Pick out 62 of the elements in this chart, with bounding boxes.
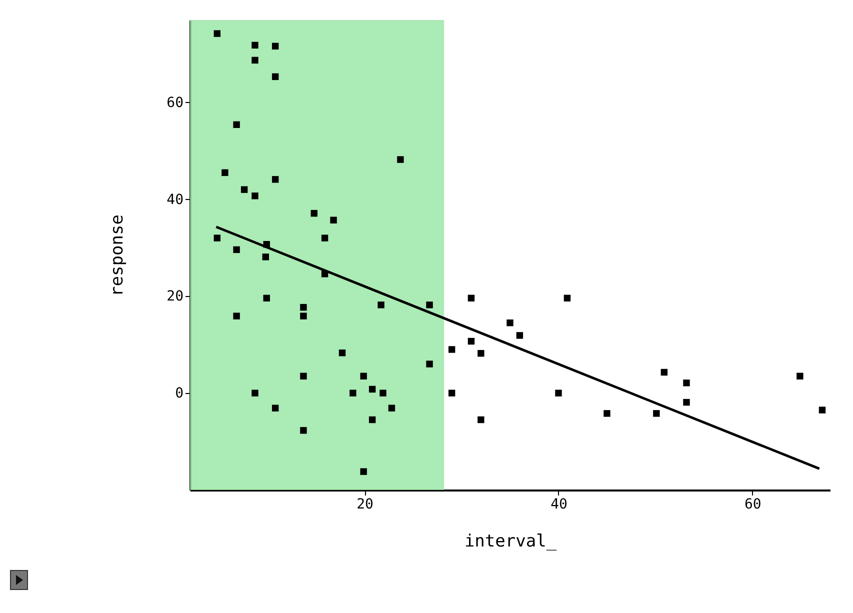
point [478, 416, 484, 424]
point [683, 398, 690, 406]
point [360, 468, 367, 475]
point [604, 410, 610, 417]
y-tick-label: 40 [166, 192, 184, 208]
point [330, 216, 337, 224]
point [350, 390, 356, 396]
point [300, 372, 307, 380]
point [478, 350, 484, 357]
point [252, 390, 258, 396]
y-tick-label: 60 [166, 94, 184, 111]
point [426, 302, 433, 308]
x-axis-title: interval_ [464, 532, 558, 552]
point [448, 346, 456, 353]
y-tick-label: 0 [175, 386, 184, 402]
point [262, 254, 269, 260]
point [338, 350, 346, 356]
point [388, 404, 396, 412]
point [263, 294, 270, 302]
point [222, 169, 228, 176]
x-tick-label: 60 [744, 496, 762, 512]
point [368, 386, 376, 393]
point [233, 312, 240, 320]
point [310, 210, 318, 217]
point [240, 186, 248, 193]
point [653, 410, 660, 417]
point [272, 176, 279, 183]
point [272, 73, 279, 80]
point [448, 390, 456, 396]
point [272, 42, 279, 50]
point [426, 360, 433, 368]
point [252, 192, 258, 200]
point [506, 319, 514, 326]
point [368, 416, 376, 424]
point [300, 427, 307, 434]
point [233, 121, 240, 128]
point [272, 404, 279, 412]
point [300, 312, 307, 320]
point [516, 332, 524, 339]
x-tick-label: 40 [550, 496, 568, 512]
point [564, 294, 571, 302]
point [300, 304, 307, 311]
point [380, 390, 386, 396]
point [233, 246, 240, 254]
point [214, 30, 221, 37]
point [321, 234, 328, 242]
point [660, 368, 668, 376]
y-tick-label: 20 [166, 288, 184, 305]
point [378, 302, 384, 308]
point [818, 406, 826, 414]
point [683, 380, 690, 386]
point [555, 390, 562, 396]
point [397, 156, 404, 163]
x-tick-label: 20 [356, 496, 374, 512]
point [252, 42, 258, 49]
point [468, 294, 475, 302]
point [360, 372, 367, 380]
point [252, 56, 258, 64]
y-axis-title: response [108, 214, 128, 296]
point [214, 234, 221, 242]
point [468, 338, 475, 345]
point [796, 372, 804, 380]
